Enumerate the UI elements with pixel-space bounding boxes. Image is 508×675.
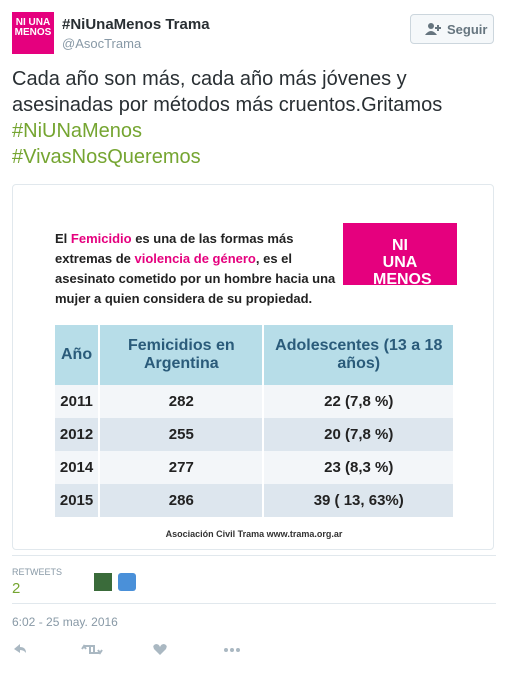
intro: El Femicidio es una de las formas más ex…	[55, 229, 345, 309]
cell: 2015	[55, 484, 101, 517]
retweeter-avatar[interactable]	[118, 573, 136, 591]
header-cell: Adolescentes (13 a 18 años)	[263, 325, 455, 385]
header-cell: Año	[55, 325, 101, 385]
retweets-count[interactable]: 2	[12, 580, 21, 597]
account-name[interactable]: #NiUnaMenos Trama	[62, 16, 210, 33]
intro-text: es una de las formas más extremas de	[55, 231, 294, 266]
like-icon[interactable]	[153, 644, 167, 655]
actions	[14, 644, 240, 655]
tweet-text: Cada año son más, cada año más jóvenes y…	[12, 66, 482, 170]
cell: 286	[99, 484, 265, 517]
intro-highlight: violencia de género	[134, 251, 256, 266]
header-cell: Femicidios en Argentina	[99, 325, 265, 385]
cell: 277	[99, 451, 265, 484]
cell: 22 (7,8 %)	[263, 385, 455, 418]
cell: 2012	[55, 418, 101, 451]
retweets-label: RETWEETS	[12, 567, 63, 577]
divider	[12, 603, 496, 604]
table: Año Femicidios en Argentina Adolescentes (…	[55, 325, 455, 517]
follow-icon	[425, 23, 441, 35]
retweeter-avatar[interactable]	[94, 573, 112, 591]
more-icon[interactable]	[224, 648, 240, 652]
cell: 282	[99, 385, 265, 418]
row: 2011 282 22 (7,8 %)	[55, 385, 455, 418]
avatar[interactable]: NI UNA MENOS	[12, 12, 54, 54]
account-handle[interactable]: @AsocTrama	[62, 36, 142, 51]
divider	[12, 555, 496, 556]
hashtag[interactable]: #VivasNosQueremos	[12, 146, 201, 168]
header-row: Año Femicidios en Argentina Adolescentes (…	[55, 325, 455, 385]
cell: 255	[99, 418, 265, 451]
retweet-icon[interactable]	[81, 644, 103, 655]
footer: Asociación Civil Trama www.trama.org.ar	[165, 529, 343, 539]
cell: 39 ( 13, 63%)	[263, 484, 455, 517]
row: 2014 277 23 (8,3 %)	[55, 451, 455, 484]
cell: 2014	[55, 451, 101, 484]
cell: 2011	[55, 385, 101, 418]
follow-button[interactable]: Seguir	[410, 14, 494, 44]
logo: NI UNA MENOS	[343, 223, 457, 288]
timestamp: 6:02 - 25 may. 2016	[12, 615, 118, 629]
row: 2012 255 20 (7,8 %)	[55, 418, 455, 451]
text: Cada año son más, cada año más jóvenes y…	[12, 68, 443, 116]
intro-text: , es el asesinato cometido por un hombre…	[55, 251, 336, 306]
intro-text: El	[55, 231, 71, 246]
reply-icon[interactable]	[14, 644, 26, 653]
hashtag[interactable]: #NiUNaMenos	[12, 120, 143, 142]
image-card[interactable]: El Femicidio es una de las formas más ex…	[12, 184, 494, 550]
intro-highlight: Femicidio	[70, 231, 132, 246]
cell: 20 (7,8 %)	[263, 418, 455, 451]
cell: 23 (8,3 %)	[263, 451, 455, 484]
row: 2015 286 39 ( 13, 63%)	[55, 484, 455, 517]
follow-label: Seguir	[447, 22, 488, 37]
